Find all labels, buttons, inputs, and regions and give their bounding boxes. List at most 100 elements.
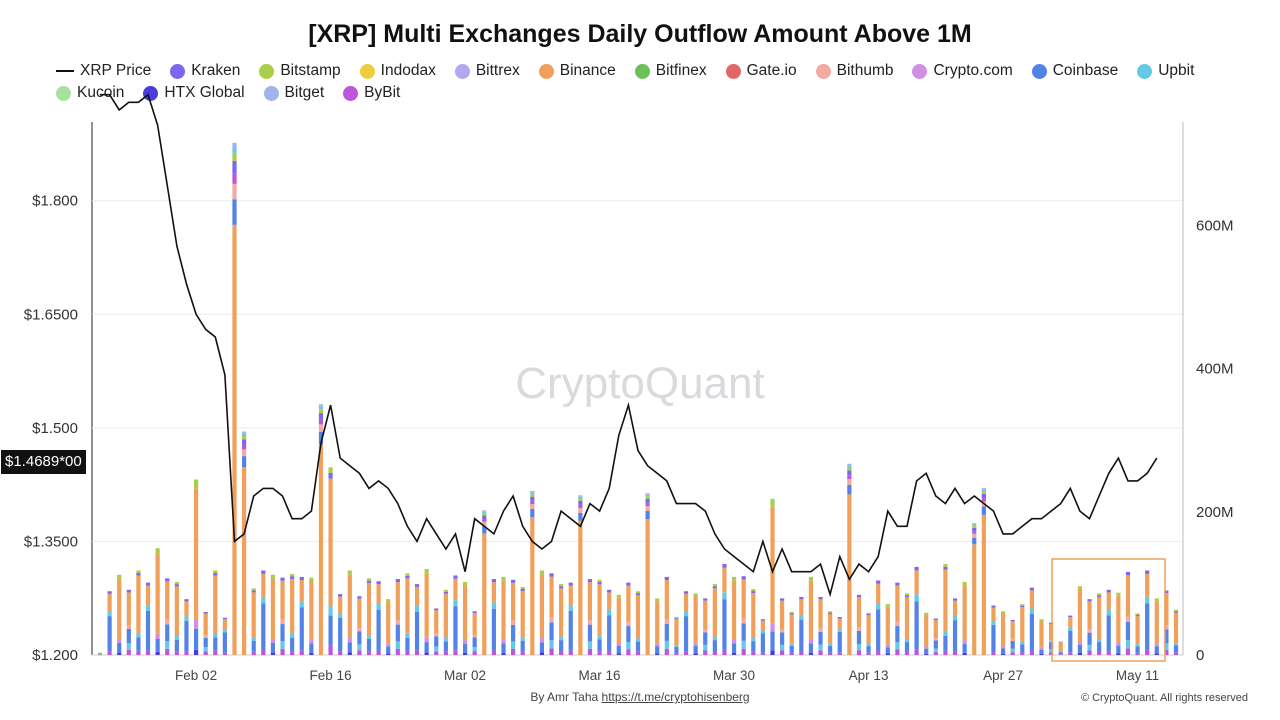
legend-item[interactable]: Binance <box>538 62 616 80</box>
bar-segment <box>299 607 304 651</box>
bar-segment <box>1058 654 1063 655</box>
bar-segment <box>952 620 958 652</box>
legend-item[interactable]: HTX Global <box>143 84 245 102</box>
bar-segment <box>213 637 218 651</box>
bar-segment <box>242 431 247 434</box>
bar-segment <box>856 594 862 598</box>
bar-segment <box>885 647 890 654</box>
bar-segment <box>607 651 612 655</box>
bar-segment <box>655 643 660 647</box>
legend-item[interactable]: Bitget <box>263 84 324 102</box>
bar-segment <box>1049 652 1054 655</box>
bar-segment <box>424 652 429 655</box>
bar-segment <box>683 611 689 617</box>
author-link[interactable]: https://t.me/cryptohisenberg <box>601 690 750 704</box>
bar-segment <box>530 490 535 493</box>
legend-item[interactable]: Upbit <box>1137 62 1194 80</box>
bar-segment <box>674 645 679 648</box>
bar-segment <box>309 577 314 582</box>
bar-segment <box>597 579 602 583</box>
bar-segment <box>895 626 900 642</box>
bar-segment <box>703 598 708 601</box>
bar-segment <box>741 618 746 624</box>
bar-segment <box>847 479 852 485</box>
legend-swatch <box>343 85 359 101</box>
legend: XRP Price Kraken Bitstamp Indodax Bittrex Bin… <box>56 62 1236 102</box>
bar-segment <box>962 652 967 655</box>
legend-label: Crypto.com <box>933 62 1013 79</box>
bar-segment <box>847 484 852 495</box>
bar-segment <box>472 651 477 655</box>
bar-segment <box>933 618 938 620</box>
bar-segment <box>904 593 910 596</box>
bar-segment <box>414 650 420 655</box>
bar-segment <box>232 173 237 184</box>
bar-segment <box>924 653 929 655</box>
bar-segment <box>818 599 823 629</box>
bar-segment <box>136 570 141 574</box>
bar-segment <box>847 475 852 480</box>
legend-item[interactable]: Bitfinex <box>634 62 707 80</box>
bar-segment <box>1116 645 1121 654</box>
bar-segment <box>155 651 160 655</box>
bar-segment <box>847 494 852 655</box>
bar-segment <box>866 612 871 615</box>
bar-segment <box>1039 620 1044 648</box>
bar-segment <box>1135 646 1140 653</box>
bar-segment <box>626 621 631 627</box>
bar-segment <box>972 525 977 528</box>
bar-segment <box>626 641 631 650</box>
legend-label: XRP Price <box>80 62 152 79</box>
legend-item[interactable]: ByBit <box>343 84 400 102</box>
legend-item[interactable]: Kraken <box>170 62 240 80</box>
legend-item[interactable]: Indodax <box>359 62 436 80</box>
bar-segment <box>866 644 871 647</box>
bar-segment <box>174 651 179 655</box>
x-tick-label: Feb 02 <box>175 668 217 683</box>
bar-segment <box>587 648 593 655</box>
bar-segment <box>895 649 900 655</box>
legend-item[interactable]: XRP Price <box>56 62 151 80</box>
legend-item[interactable]: Bithumb <box>815 62 893 80</box>
bar-segment <box>453 606 458 651</box>
bar-segment <box>213 633 218 638</box>
bar-segment <box>799 599 804 615</box>
legend-item[interactable]: Coinbase <box>1031 62 1118 80</box>
bar-segment <box>751 651 756 655</box>
bar-segment <box>1125 616 1131 622</box>
bar-segment <box>424 573 429 638</box>
x-tick-label: Mar 16 <box>579 668 621 683</box>
bar-segment <box>117 578 122 639</box>
bar-segment <box>828 652 833 655</box>
bar-segment <box>607 610 612 616</box>
bar-segment <box>482 519 487 522</box>
legend-item[interactable]: Bitstamp <box>259 62 341 80</box>
bar-segment <box>482 511 487 514</box>
bar-segment <box>193 488 199 620</box>
bar-segment <box>559 640 564 652</box>
bar-segment <box>1154 601 1159 644</box>
bar-segment <box>184 599 189 602</box>
legend-item[interactable]: Kucoin <box>56 84 124 102</box>
bar-segment <box>722 649 727 655</box>
bar-segment <box>1145 596 1150 604</box>
bar-segment <box>549 573 554 577</box>
bar-segment <box>270 574 276 579</box>
bar-segment <box>1029 608 1034 614</box>
legend-label: Indodax <box>380 62 436 79</box>
bar-segment <box>981 514 986 655</box>
bar-segment <box>645 493 650 495</box>
legend-item[interactable]: Gate.io <box>725 62 797 80</box>
bar-segment <box>184 601 189 617</box>
legend-label: Kucoin <box>77 84 125 101</box>
bar-segment <box>616 653 621 655</box>
bar-segment <box>991 624 996 653</box>
bar-segment <box>751 591 756 594</box>
bar-segment <box>1173 611 1179 613</box>
legend-item[interactable]: Crypto.com <box>912 62 1013 80</box>
bar-segment <box>261 573 266 597</box>
bar-segment <box>751 641 756 652</box>
bar-segment <box>1039 619 1044 621</box>
legend-item[interactable]: Bittrex <box>454 62 520 80</box>
bar-segment <box>664 640 669 649</box>
